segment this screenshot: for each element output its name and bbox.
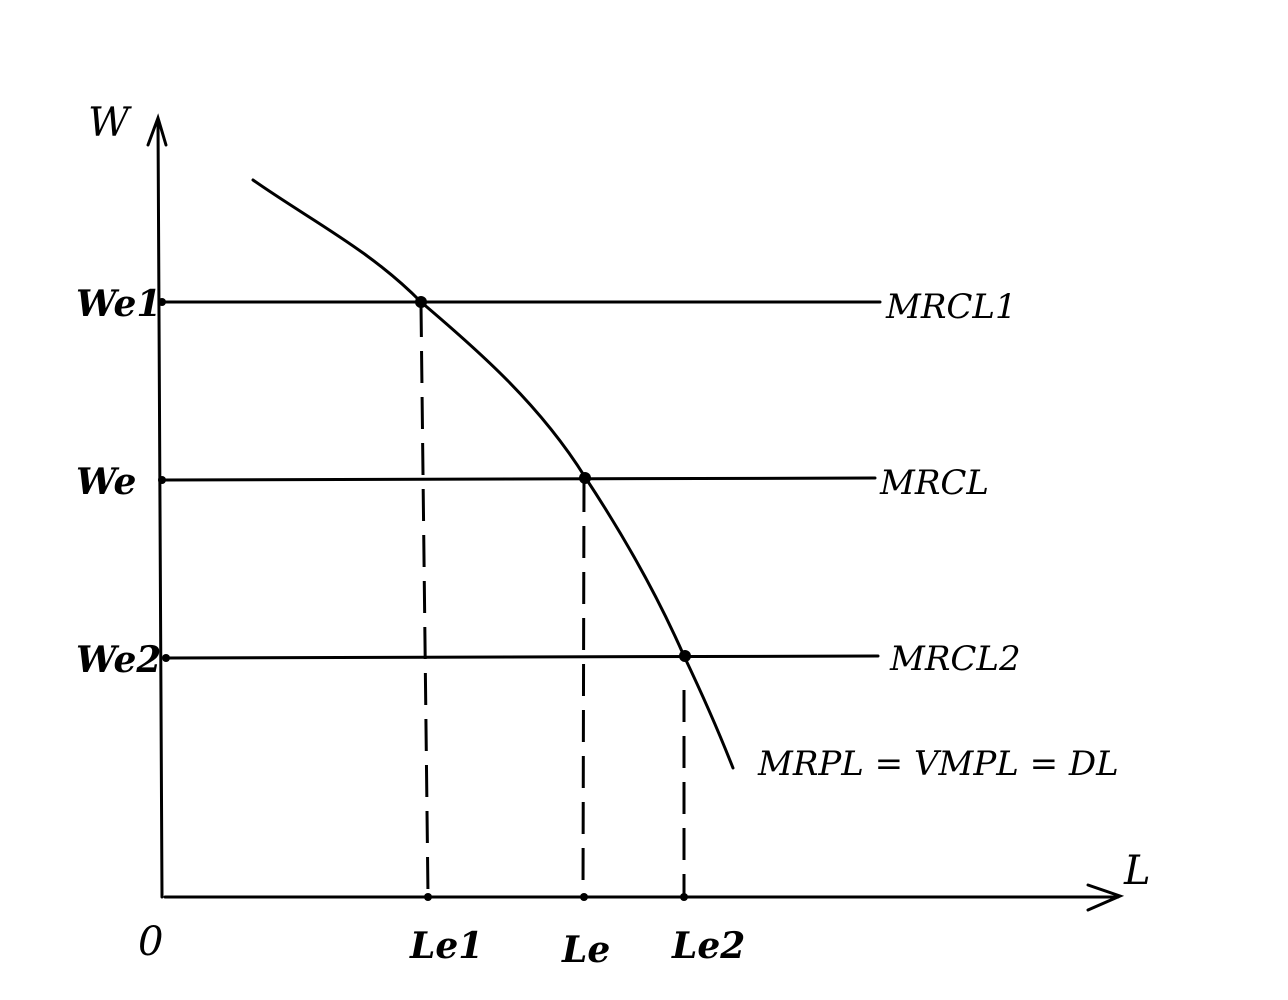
y-tick-dot-1 xyxy=(158,298,166,306)
x-axis-arrowhead xyxy=(1086,883,1125,912)
y-axis-arrowhead xyxy=(146,113,168,147)
equilibrium-point xyxy=(579,472,591,484)
mrc-line-label: MRCL xyxy=(879,463,989,503)
y-tick-label-we1: We1 xyxy=(76,283,161,325)
x-tick-dot xyxy=(580,893,588,901)
dashed-line-le1 xyxy=(419,304,430,896)
y-axis-label: W xyxy=(88,100,132,146)
y-tick-label-we: We xyxy=(76,461,136,503)
x-tick-label-le1: Le1 xyxy=(409,925,483,967)
dashed-line-le xyxy=(581,479,586,896)
y-tick-dot-2 xyxy=(162,654,170,662)
demand-curve xyxy=(251,178,735,770)
mrc-line-1-label: MRCL1 xyxy=(885,287,1017,327)
x-tick-label-le2: Le2 xyxy=(671,925,745,967)
x-tick-label-le: Le xyxy=(561,929,610,971)
demand-curve-label: MRPL = VMPL = DL xyxy=(757,744,1119,784)
x-tick-dot-2 xyxy=(680,893,688,901)
x-axis-label: L xyxy=(1123,848,1151,894)
mrc-line-2 xyxy=(163,654,880,660)
y-tick-label-we2: We2 xyxy=(76,639,161,681)
equilibrium-point-2 xyxy=(679,650,691,662)
x-tick-dot-1 xyxy=(424,893,432,901)
equilibrium-point-1 xyxy=(415,296,427,308)
mrc-line xyxy=(160,476,877,482)
y-tick-dot xyxy=(158,476,166,484)
mrc-line-2-label: MRCL2 xyxy=(889,639,1021,679)
origin-label: 0 xyxy=(138,919,163,965)
y-axis xyxy=(156,118,164,899)
